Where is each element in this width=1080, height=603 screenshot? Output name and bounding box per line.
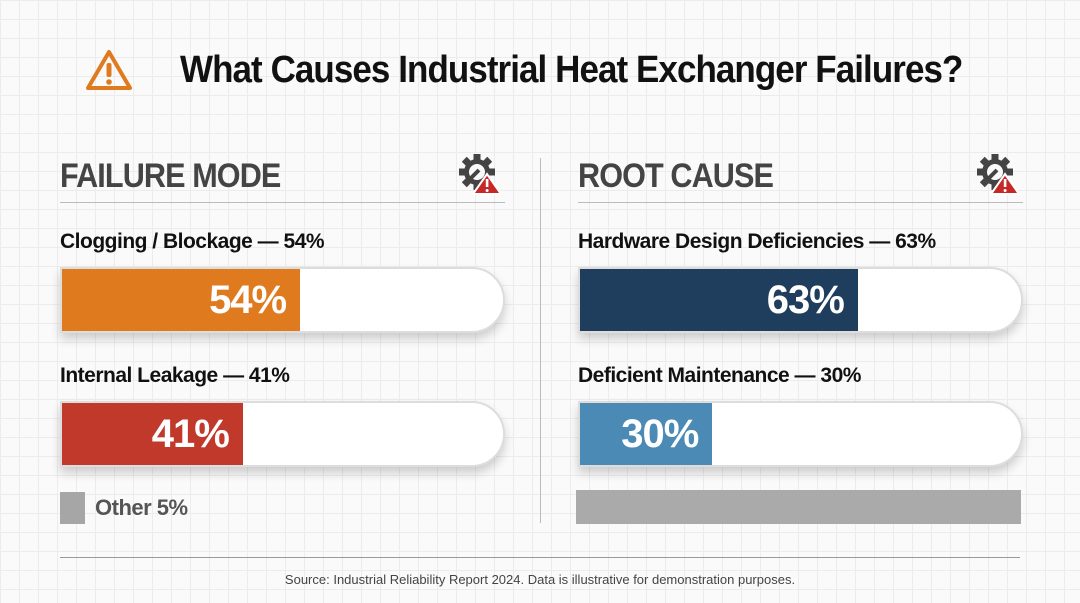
bar: 63% <box>580 269 858 331</box>
bar-track: 30% <box>578 401 1023 467</box>
panel-divider <box>540 158 541 523</box>
panel-title: FAILURE MODE <box>60 156 281 195</box>
footer-divider <box>60 557 1020 558</box>
warning-triangle-icon <box>85 50 132 90</box>
bar: 54% <box>62 269 301 331</box>
bar-track: 63% <box>578 267 1023 333</box>
bar-label: Deficient Maintenance — 30% <box>578 364 861 387</box>
panel-root-cause: ROOT CAUSE Hardware Design Deficiencies … <box>578 150 1023 467</box>
gear-wrench-warning-icon <box>457 152 505 201</box>
gear-wrench-warning-icon <box>975 152 1023 201</box>
bar-label: Hardware Design Deficiencies — 63% <box>578 230 936 253</box>
other-label: Other 5% <box>95 495 188 520</box>
bar-label: Clogging / Blockage — 54% <box>60 230 325 253</box>
panel-failure-mode: FAILURE MODE Clogging / Blockage — 54% 54… <box>60 150 505 467</box>
other-swatch <box>60 492 85 524</box>
bar: 41% <box>62 403 243 465</box>
bar-track: 41% <box>60 401 505 467</box>
chart-title: What Causes Industrial Heat Exchanger Fa… <box>179 48 963 91</box>
source-note: Source: Industrial Reliability Report 20… <box>284 572 796 587</box>
bar-label: Internal Leakage — 41% <box>60 364 290 387</box>
bar-track: 54% <box>60 267 505 333</box>
bar: 30% <box>580 403 713 465</box>
root-cause-gray-bar <box>576 490 1021 524</box>
chart-title-row: What Causes Industrial Heat Exchanger Fa… <box>60 48 1020 92</box>
panel-title: ROOT CAUSE <box>578 156 774 195</box>
other-legend: Other 5% <box>60 492 188 524</box>
